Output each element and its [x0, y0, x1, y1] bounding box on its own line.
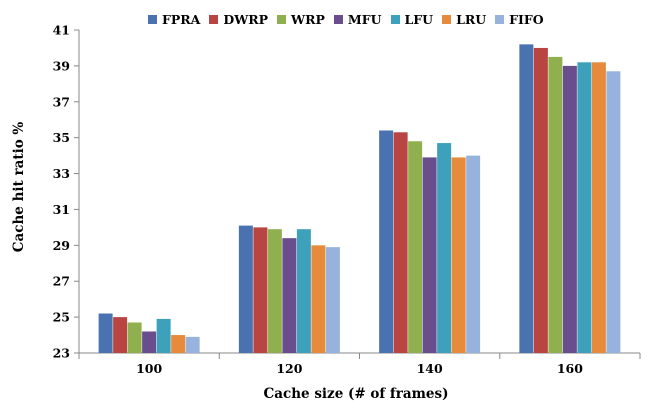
legend-item-fpra: FPRA — [148, 12, 200, 27]
bar-mfu-160 — [562, 65, 577, 353]
y-tick-label: 23 — [53, 346, 70, 361]
bar-fifo-140 — [466, 155, 481, 353]
x-axis-title: Cache size (# of frames) — [264, 386, 449, 402]
legend-label: MFU — [347, 11, 382, 27]
legend-label: FPRA — [162, 11, 201, 27]
legend-item-lru: LRU — [442, 12, 486, 27]
bar-fpra-140 — [379, 130, 394, 353]
x-tick-label: 120 — [276, 361, 302, 376]
bar-dwrp-160 — [533, 47, 548, 353]
y-tick-label: 35 — [53, 130, 70, 145]
legend-swatch — [333, 14, 343, 24]
legend-swatch — [442, 14, 452, 24]
bar-fifo-160 — [606, 71, 621, 354]
bar-fpra-160 — [519, 44, 534, 353]
legend-label: FIFO — [509, 11, 544, 27]
legend-label: DWRP — [223, 11, 269, 27]
x-tick-label: 140 — [417, 361, 443, 376]
bar-lfu-140 — [437, 143, 452, 353]
legend-item-lfu: LFU — [390, 11, 434, 27]
y-tick-label: 25 — [53, 310, 70, 325]
legend-swatch — [209, 14, 219, 24]
y-tick-label: 39 — [53, 58, 70, 73]
legend-label: WRP — [291, 11, 325, 27]
tick-labels: 23 25 27 29 31 33 35 37 39 41 100 120 140 160 — [53, 23, 584, 377]
legend-item-wrp: WRP — [277, 12, 325, 27]
bar-dwrp-140 — [393, 132, 408, 353]
bar-lru-160 — [591, 62, 606, 354]
bars — [98, 44, 621, 354]
bar-dwrp-120 — [253, 227, 268, 353]
bar-fpra-100 — [98, 313, 113, 353]
bar-wrp-100 — [127, 322, 142, 353]
bar-mfu-100 — [142, 331, 157, 353]
bar-lfu-120 — [296, 229, 311, 353]
y-tick-label: 33 — [53, 166, 70, 181]
bar-fpra-120 — [238, 225, 253, 353]
legend-item-mfu: MFU — [333, 11, 382, 27]
legend-item-dwrp: DWRP — [209, 12, 268, 27]
bar-dwrp-100 — [113, 317, 128, 353]
legend-label: LFU — [404, 11, 434, 27]
bar-mfu-140 — [422, 157, 437, 353]
legend-label: LRU — [456, 11, 487, 27]
bar-lfu-100 — [156, 318, 171, 353]
bar-lru-100 — [171, 335, 186, 353]
bar-fifo-120 — [325, 247, 340, 353]
bar-lfu-160 — [577, 62, 592, 354]
y-tick-label: 31 — [53, 202, 70, 217]
legend-swatch — [148, 14, 157, 24]
legend-swatch — [390, 14, 400, 24]
bar-wrp-160 — [548, 56, 563, 354]
y-tick-label: 41 — [53, 23, 70, 38]
bar-mfu-120 — [282, 238, 297, 353]
bar-wrp-120 — [267, 229, 282, 353]
chart-legend: FPRA DWRP WRP MFU LFU LRU FIFO — [148, 10, 618, 28]
bar-lru-140 — [451, 157, 466, 353]
legend-swatch — [495, 14, 505, 24]
x-tick-label: 100 — [136, 361, 162, 376]
x-tick-label: 160 — [557, 361, 583, 376]
y-tick-label: 29 — [53, 238, 70, 253]
y-tick-label: 27 — [53, 274, 70, 289]
bar-lru-120 — [311, 245, 326, 353]
bar-wrp-140 — [408, 141, 423, 353]
y-tick-label: 37 — [53, 94, 70, 109]
legend-item-fifo: FIFO — [495, 12, 544, 27]
legend-swatch — [277, 14, 287, 24]
bar-fifo-100 — [185, 336, 200, 353]
y-axis-title: Cache hit ratio % — [11, 122, 27, 253]
